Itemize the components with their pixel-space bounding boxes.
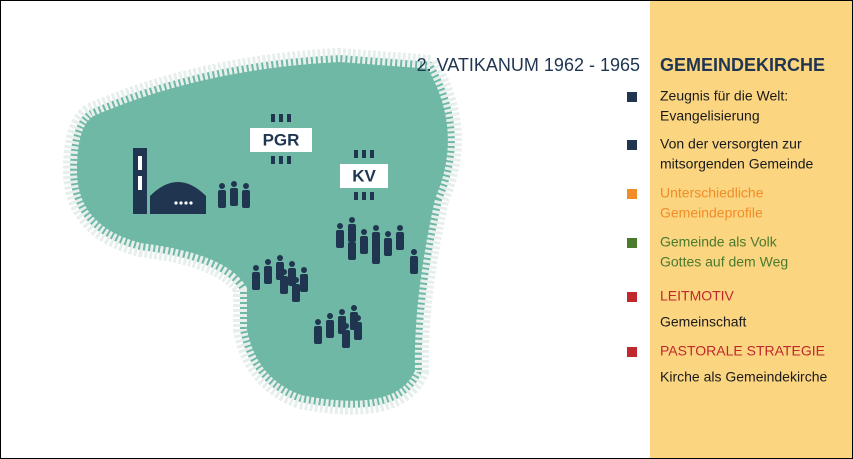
person-body (288, 268, 296, 286)
kv-box (340, 164, 388, 188)
person-head (315, 319, 321, 325)
person-body (252, 272, 260, 290)
person-head (337, 223, 343, 229)
person-body (292, 284, 300, 302)
person-head (231, 181, 237, 187)
person-body (300, 274, 308, 292)
sidebar-heading: GEMEINDEKIRCHE (660, 55, 825, 75)
bullet (627, 189, 637, 199)
seat (362, 150, 366, 158)
slide-title: 2. VATIKANUM 1962 - 1965 (417, 55, 640, 75)
person-head (343, 323, 349, 329)
person-head (349, 235, 355, 241)
dot (189, 201, 193, 205)
item-text: LEITMOTIV (660, 288, 735, 304)
person-head (301, 267, 307, 273)
person-head (385, 231, 391, 237)
seat (287, 114, 291, 122)
person-body (326, 320, 334, 338)
person-body (410, 256, 418, 274)
person-body (354, 322, 362, 340)
person-body (336, 230, 344, 248)
window (138, 176, 142, 190)
person-head (293, 277, 299, 283)
person-body (348, 242, 356, 260)
dot (184, 201, 188, 205)
item-text: Von der versorgten zur (660, 136, 802, 152)
map-label: KV (352, 166, 376, 185)
bullet (627, 347, 637, 357)
person-head (339, 309, 345, 315)
seat (279, 156, 283, 164)
person-body (218, 190, 226, 208)
person-body (396, 232, 404, 250)
dot (174, 201, 178, 205)
person-head (373, 225, 379, 231)
bullet (627, 92, 637, 102)
seat (354, 192, 358, 200)
person-body (276, 262, 284, 280)
seat (354, 150, 358, 158)
church-dome (150, 182, 206, 214)
seat (279, 114, 283, 122)
person-head (219, 183, 225, 189)
sidebar-panel (650, 1, 852, 458)
person-head (397, 225, 403, 231)
person-body (280, 276, 288, 294)
item-text: Gottes auf dem Weg (660, 254, 788, 270)
bullet (627, 238, 637, 248)
person-head (349, 217, 355, 223)
person-head (411, 249, 417, 255)
item-text: Unterschiedliche (660, 185, 764, 201)
item-text: Evangelisierung (660, 108, 760, 124)
person-body (242, 190, 250, 208)
person-head (253, 265, 259, 271)
item-text: Gemeindeprofile (660, 205, 763, 221)
person-body (342, 330, 350, 348)
person-head (327, 313, 333, 319)
pgr-box (250, 128, 312, 152)
bullet (627, 140, 637, 150)
item-text: Gemeinde als Volk (660, 234, 778, 250)
item-text: PASTORALE STRATEGIE (660, 343, 825, 359)
seat (287, 156, 291, 164)
item-subtext: Gemeinschaft (660, 314, 746, 330)
seat (370, 192, 374, 200)
person-head (361, 229, 367, 235)
item-text: mitsorgenden Gemeinde (660, 156, 814, 172)
window (138, 156, 142, 170)
person-body (264, 266, 272, 284)
person-head (277, 255, 283, 261)
person-body (372, 246, 380, 264)
person-body (384, 238, 392, 256)
person-body (360, 236, 368, 254)
person-head (265, 259, 271, 265)
person-head (351, 305, 357, 311)
person-head (243, 183, 249, 189)
seat (370, 150, 374, 158)
item-subtext: Kirche als Gemeindekirche (660, 369, 828, 385)
person-body (230, 188, 238, 206)
dot (179, 201, 183, 205)
bullet (627, 292, 637, 302)
map-label: PGR (263, 130, 300, 149)
person-body (314, 326, 322, 344)
person-head (281, 269, 287, 275)
item-text: Zeugnis für die Welt: (660, 88, 788, 104)
person-head (373, 239, 379, 245)
person-head (289, 261, 295, 267)
seat (271, 114, 275, 122)
icons (133, 114, 418, 348)
seat (271, 156, 275, 164)
person-body (338, 316, 346, 334)
person-head (355, 315, 361, 321)
seat (362, 192, 366, 200)
